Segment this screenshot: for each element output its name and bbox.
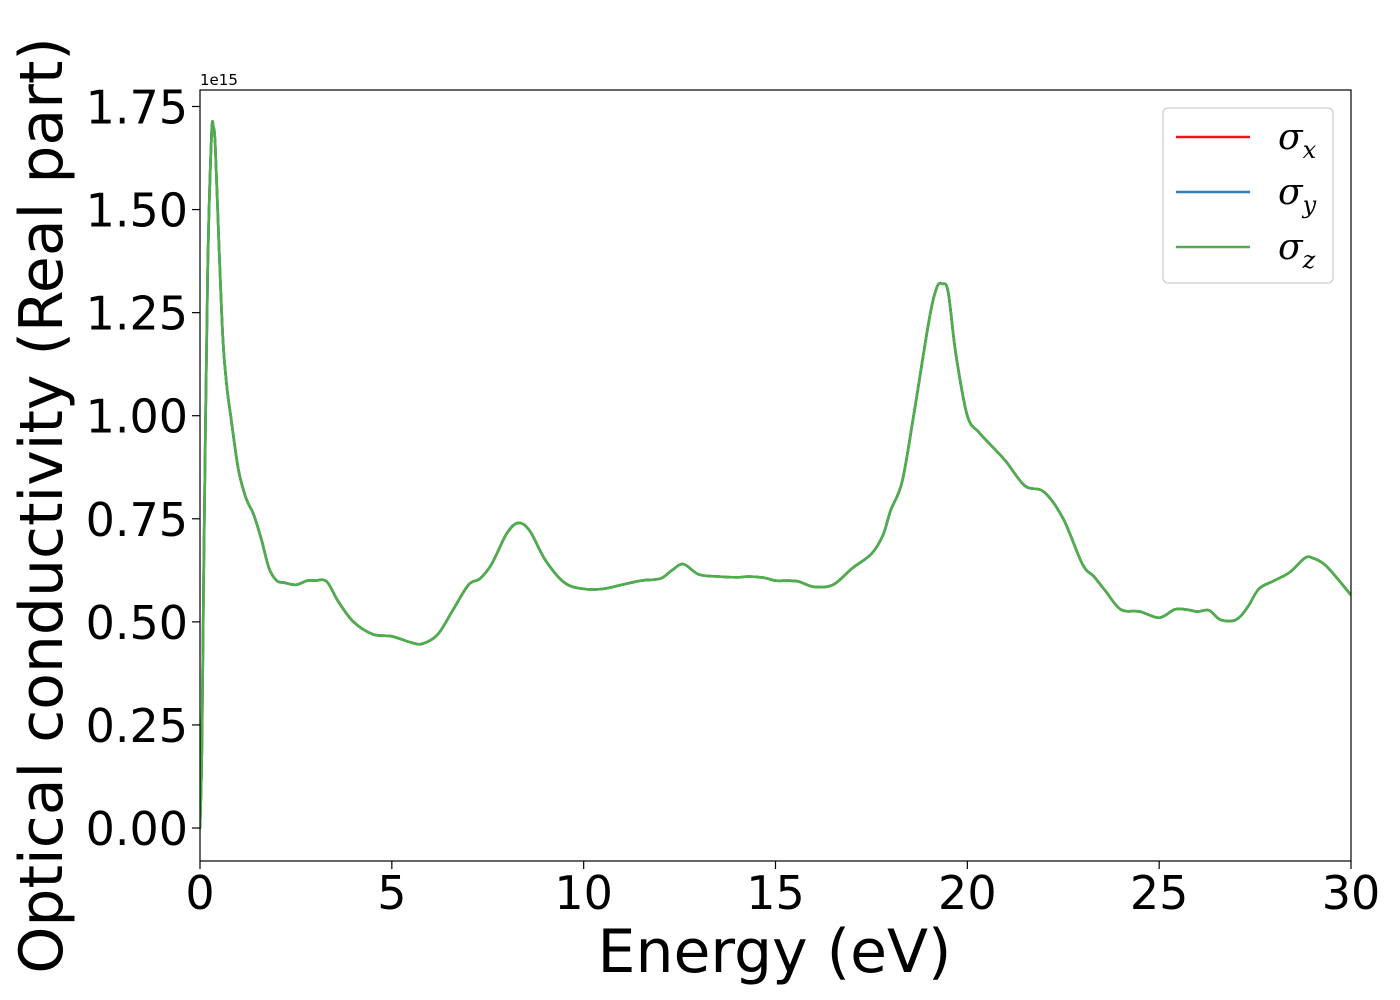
x-tick-label: 25 <box>1130 866 1189 920</box>
y-axis-title: Optical conductivity (Real part) <box>7 37 77 974</box>
legend-subscript: x <box>1303 136 1317 164</box>
legend-label-sigma-y: σy <box>1278 172 1317 219</box>
series-line-sigma-z <box>200 120 1351 830</box>
plot-area <box>199 89 1352 862</box>
y-tick-label: 0.75 <box>86 493 188 547</box>
y-tick-label: 0.50 <box>86 596 188 650</box>
legend-symbol: σ <box>1278 227 1304 268</box>
x-tick-label: 30 <box>1322 866 1381 920</box>
legend-symbol: σ <box>1278 117 1304 158</box>
x-axis-title: Energy (eV) <box>598 917 952 987</box>
y-tick-label: 1.25 <box>86 287 188 341</box>
x-tick-label: 20 <box>938 866 997 920</box>
y-tick-label: 1.00 <box>86 390 188 444</box>
x-tick-label: 15 <box>746 866 805 920</box>
y-tick-label: 0.25 <box>86 699 188 753</box>
y-axis-offset-label: 1e15 <box>200 71 238 89</box>
x-tick-label: 10 <box>554 866 613 920</box>
series-lines <box>200 120 1351 830</box>
legend-label-sigma-x: σx <box>1278 117 1317 164</box>
legend-symbol: σ <box>1278 172 1304 213</box>
y-axis-ticks: 0.00 0.25 0.50 0.75 1.00 1.25 1.50 1.75 <box>86 80 200 856</box>
y-tick-label: 1.50 <box>86 184 188 238</box>
legend-label-sigma-z: σz <box>1278 227 1316 274</box>
y-tick-label: 0.00 <box>86 802 188 856</box>
y-tick-label: 1.75 <box>86 80 188 134</box>
legend-subscript: z <box>1302 246 1316 274</box>
x-axis-ticks: 0 5 10 15 20 25 30 <box>185 861 1380 920</box>
legend-subscript: y <box>1302 191 1317 219</box>
legend-box <box>1162 107 1334 284</box>
x-tick-label: 0 <box>185 866 214 920</box>
x-tick-label: 5 <box>377 866 406 920</box>
